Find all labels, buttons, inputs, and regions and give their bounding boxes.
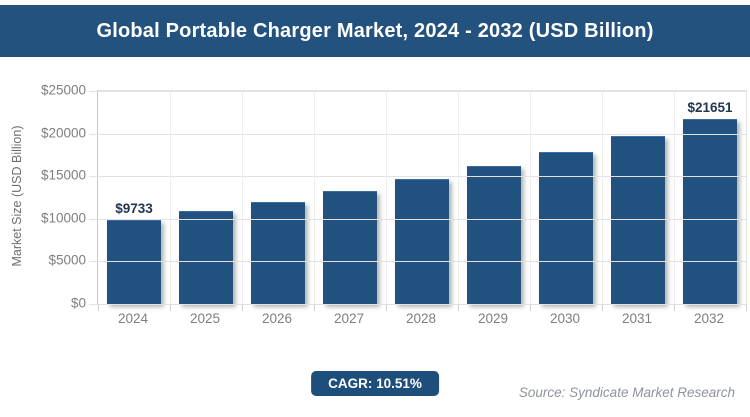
vertical-gridline: [530, 91, 531, 304]
horizontal-gridline: [89, 218, 746, 220]
x-tick-mark: [98, 305, 99, 311]
vertical-gridline: [673, 91, 675, 304]
y-tick-label: $25000: [40, 82, 86, 98]
horizontal-gridline: [89, 304, 746, 305]
x-tick-mark: [385, 305, 387, 311]
bar-slot-2032: $21651: [674, 91, 746, 304]
horizontal-gridline: [89, 133, 746, 135]
y-axis-tick-labels: $25000 $20000 $15000 $10000 $5000 $0: [0, 83, 86, 311]
plot-area: $9733 $21651: [89, 90, 747, 311]
x-tick-label: 2029: [477, 311, 509, 326]
bar-slot-2025: [170, 91, 242, 304]
bar-slot-2029: [458, 91, 530, 304]
x-tick-label: 2025: [189, 311, 221, 326]
x-tick-label: 2027: [333, 311, 365, 326]
x-tick-mark: [241, 305, 243, 311]
x-tick-mark: [169, 305, 171, 311]
vertical-gridline: [385, 91, 387, 304]
chart-title: Global Portable Charger Market, 2024 - 2…: [96, 19, 654, 42]
bar-slot-2030: [530, 91, 602, 304]
vertical-gridline: [602, 91, 603, 304]
x-tick-mark: [602, 305, 603, 311]
x-tick-label: 2024: [117, 311, 149, 326]
x-tick-label: 2031: [621, 311, 653, 326]
y-tick-label: $20000: [40, 125, 86, 141]
x-tick-mark: [673, 305, 675, 311]
x-axis-tick-labels: 2024 2025 2026 2027 2028 2029 2030 2031 2032: [97, 311, 745, 326]
source-attribution: Source: Syndicate Market Research: [518, 385, 735, 400]
y-tick-label: $0: [70, 295, 86, 311]
horizontal-gridline: [89, 176, 746, 178]
bar-slot-2024: $9733: [98, 91, 170, 304]
y-tick-label: $10000: [40, 210, 86, 226]
x-tick-mark: [530, 305, 531, 311]
cagr-badge: CAGR: 10.51%: [311, 371, 439, 396]
bar-value-label: $21651: [687, 99, 733, 115]
bar-2028: [395, 179, 449, 304]
vertical-gridline: [314, 91, 315, 304]
bar-2029: [467, 166, 521, 304]
x-tick-label: 2030: [549, 311, 581, 326]
bar-slot-2028: [386, 91, 458, 304]
bar-2026: [251, 201, 305, 304]
bar-2027: [323, 191, 377, 304]
y-tick-label: $15000: [40, 167, 86, 183]
bar-2031: [611, 136, 665, 304]
bar-slot-2027: [314, 91, 386, 304]
vertical-gridline: [169, 91, 171, 304]
bar-2032: $21651: [683, 100, 737, 304]
horizontal-gridline: [89, 91, 746, 92]
bar-2025: [179, 211, 233, 304]
y-tick-label: $5000: [48, 252, 86, 268]
bar-series: $9733 $21651: [98, 91, 746, 304]
x-tick-label: 2026: [261, 311, 293, 326]
x-tick-label: 2032: [693, 311, 725, 326]
chart-title-banner: Global Portable Charger Market, 2024 - 2…: [0, 5, 750, 57]
bar-slot-2031: [602, 91, 674, 304]
vertical-gridline: [241, 91, 243, 304]
x-tick-mark: [458, 305, 459, 311]
horizontal-gridline: [89, 261, 746, 263]
x-tick-label: 2028: [405, 311, 437, 326]
bar-value-label: $9733: [115, 201, 153, 217]
bar-2030: [539, 151, 593, 304]
x-tick-mark: [314, 305, 315, 311]
vertical-gridline: [458, 91, 459, 304]
x-tick-mark: [746, 305, 747, 311]
bar-slot-2026: [242, 91, 314, 304]
